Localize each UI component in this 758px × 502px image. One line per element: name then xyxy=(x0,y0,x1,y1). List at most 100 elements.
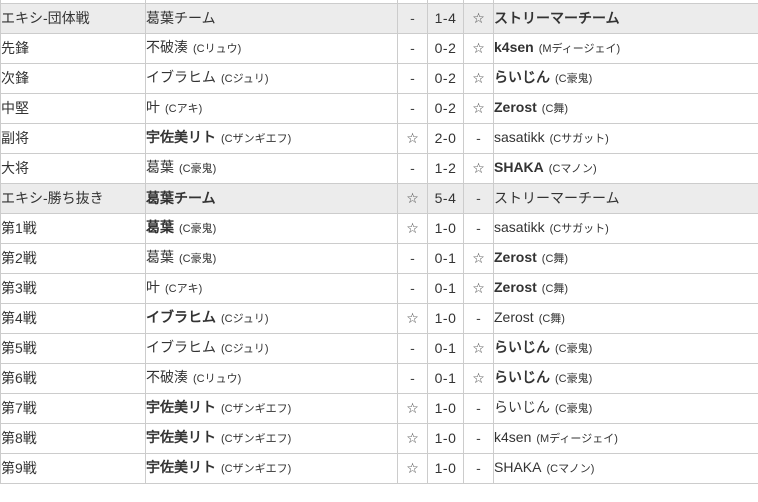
character-name: (C舞) xyxy=(541,283,569,296)
player-name: Zerost xyxy=(494,249,537,266)
right-result-mark: ☆ xyxy=(463,2,494,34)
round-cell: 大将 xyxy=(0,152,146,184)
left-player-cell: 宇佐美リト (Cザンギエフ) xyxy=(145,452,398,484)
match-row: 第1戦 葛葉 (C豪鬼) ☆ 1-0- sasatikk (Cサガット) xyxy=(0,212,758,244)
left-result-mark: ☆ xyxy=(397,302,428,334)
player-name: 不破湊 xyxy=(146,369,189,386)
left-result-mark: ☆ xyxy=(397,392,428,424)
character-name: (Cマノン) xyxy=(546,463,595,476)
character-name: (C舞) xyxy=(541,103,569,116)
right-player-cell: らいじん (C豪鬼) xyxy=(493,332,758,364)
player-name: 不破湊 xyxy=(146,39,189,56)
left-result-mark: ☆ xyxy=(397,212,428,244)
character-name: (Cジュリ) xyxy=(221,73,269,86)
player-name: らいじん xyxy=(494,339,551,356)
left-player-cell: 叶 (Cアキ) xyxy=(145,272,398,304)
left-player-cell: イブラヒム (Cジュリ) xyxy=(145,302,398,334)
character-name: (C豪鬼) xyxy=(555,403,593,416)
player-name: らいじん xyxy=(494,69,551,86)
player-name: イブラヒム xyxy=(146,339,217,356)
score-cell: 0-2 xyxy=(427,62,464,94)
right-result-mark: - xyxy=(463,452,494,484)
character-name: (Mディージェイ) xyxy=(538,43,621,56)
round-cell: 第1戦 xyxy=(0,212,146,244)
left-player-cell: イブラヒム (Cジュリ) xyxy=(145,62,398,94)
score-cell: 1-0 xyxy=(427,452,464,484)
score-cell: 0-1 xyxy=(427,332,464,364)
left-result-mark: - xyxy=(397,332,428,364)
round-cell: 中堅 xyxy=(0,92,146,124)
score-cell: 1-4 xyxy=(427,2,464,34)
player-name: イブラヒム xyxy=(146,309,217,326)
character-name: (C豪鬼) xyxy=(555,343,593,356)
score-cell: 1-0 xyxy=(427,392,464,424)
right-result-mark: - xyxy=(463,302,494,334)
results-table-body: エキシ-団体戦 葛葉チーム -1-4 ☆ ストリーマーチーム 先鋒 不破湊 (Cリュウ) -0-… xyxy=(0,0,758,484)
left-player-cell: 葛葉 (C豪鬼) xyxy=(145,152,398,184)
right-result-mark: - xyxy=(463,422,494,454)
player-name: 葛葉チーム xyxy=(146,9,216,26)
score-cell: 1-2 xyxy=(427,152,464,184)
character-name: (Cマノン) xyxy=(548,163,597,176)
character-name: (Cジュリ) xyxy=(221,343,269,356)
character-name: (Cジュリ) xyxy=(221,313,269,326)
character-name: (Cザンギエフ) xyxy=(221,133,292,146)
round-cell: 第2戦 xyxy=(0,242,146,274)
match-row: 第4戦 イブラヒム (Cジュリ) ☆ 1-0- Zerost (C舞) xyxy=(0,302,758,334)
player-name: ストリーマーチーム xyxy=(494,189,620,206)
match-row: 第6戦 不破湊 (Cリュウ) -0-1 ☆ らいじん (C豪鬼) xyxy=(0,362,758,394)
character-name: (Mディージェイ) xyxy=(536,433,618,446)
player-name: SHAKA xyxy=(494,159,544,176)
player-name: 宇佐美リト xyxy=(146,399,217,416)
character-name: (C豪鬼) xyxy=(555,373,593,386)
left-result-mark: ☆ xyxy=(397,452,428,484)
match-row: 中堅叶 (Cアキ) -0-2 ☆ Zerost (C舞) xyxy=(0,92,758,124)
match-row: 次鋒 イブラヒム (Cジュリ) -0-2 ☆ らいじん (C豪鬼) xyxy=(0,62,758,94)
right-result-mark: ☆ xyxy=(463,32,494,64)
left-result-mark: - xyxy=(397,2,428,34)
player-name: sasatikk xyxy=(494,219,545,236)
right-player-cell: Zerost (C舞) xyxy=(493,302,758,334)
score-cell: 2-0 xyxy=(427,122,464,154)
right-result-mark: ☆ xyxy=(463,362,494,394)
character-name: (Cサガット) xyxy=(549,133,609,146)
left-result-mark: - xyxy=(397,272,428,304)
right-player-cell: k4sen (Mディージェイ) xyxy=(493,422,758,454)
score-cell: 1-0 xyxy=(427,302,464,334)
score-cell: 1-0 xyxy=(427,212,464,244)
player-name: 叶 xyxy=(146,279,161,296)
right-result-mark: ☆ xyxy=(463,62,494,94)
left-result-mark: ☆ xyxy=(397,122,428,154)
character-name: (C豪鬼) xyxy=(555,73,593,86)
round-cell: 第3戦 xyxy=(0,272,146,304)
left-result-mark: - xyxy=(397,92,428,124)
score-cell: 0-2 xyxy=(427,92,464,124)
left-player-cell: 宇佐美リト (Cザンギエフ) xyxy=(145,392,398,424)
section-header-row: エキシ-勝ち抜き 葛葉チーム ☆ 5-4- ストリーマーチーム xyxy=(0,182,758,214)
section-header-row: エキシ-団体戦 葛葉チーム -1-4 ☆ ストリーマーチーム xyxy=(0,2,758,34)
player-name: 宇佐美リト xyxy=(146,429,217,446)
right-player-cell: ストリーマーチーム xyxy=(493,2,758,34)
left-result-mark: ☆ xyxy=(397,182,428,214)
round-cell: 第7戦 xyxy=(0,392,146,424)
round-cell: エキシ-団体戦 xyxy=(0,2,146,34)
character-name: (Cザンギエフ) xyxy=(221,433,292,446)
right-player-cell: らいじん (C豪鬼) xyxy=(493,62,758,94)
character-name: (C豪鬼) xyxy=(179,163,217,176)
player-name: らいじん xyxy=(494,369,551,386)
round-cell: 次鋒 xyxy=(0,62,146,94)
left-player-cell: 葛葉 (C豪鬼) xyxy=(145,242,398,274)
match-row: 第2戦 葛葉 (C豪鬼) -0-1 ☆ Zerost (C舞) xyxy=(0,242,758,274)
right-result-mark: ☆ xyxy=(463,152,494,184)
player-name: ストリーマーチーム xyxy=(494,9,620,26)
match-row: 大将 葛葉 (C豪鬼) -1-2 ☆ SHAKA (Cマノン) xyxy=(0,152,758,184)
right-player-cell: らいじん (C豪鬼) xyxy=(493,362,758,394)
match-row: 第8戦 宇佐美リト (Cザンギエフ) ☆ 1-0- k4sen (Mディージェイ) xyxy=(0,422,758,454)
match-row: 第9戦 宇佐美リト (Cザンギエフ) ☆ 1-0- SHAKA (Cマノン) xyxy=(0,452,758,484)
match-row: 第3戦叶 (Cアキ) -0-1 ☆ Zerost (C舞) xyxy=(0,272,758,304)
right-player-cell: らいじん (C豪鬼) xyxy=(493,392,758,424)
round-cell: 第4戦 xyxy=(0,302,146,334)
right-result-mark: - xyxy=(463,182,494,214)
right-result-mark: ☆ xyxy=(463,272,494,304)
player-name: k4sen xyxy=(494,39,534,56)
